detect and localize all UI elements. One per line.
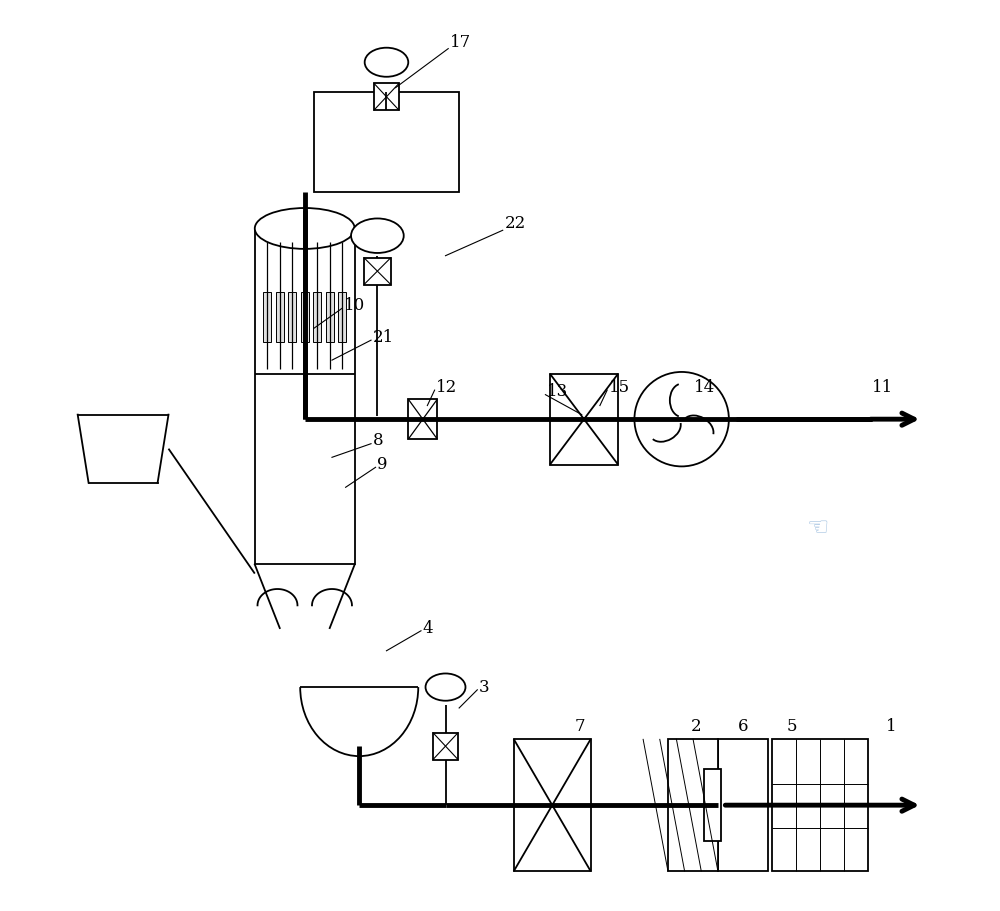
Bar [433, 732, 458, 760]
Bar [263, 292, 271, 342]
Text: 17: 17 [450, 34, 471, 51]
Circle shape [634, 372, 729, 466]
Bar [364, 258, 391, 285]
Bar [313, 292, 321, 342]
Text: 4: 4 [423, 619, 433, 637]
Bar [374, 83, 399, 110]
Text: ☜: ☜ [807, 517, 829, 540]
Bar [772, 739, 868, 872]
Ellipse shape [365, 47, 408, 77]
Text: 12: 12 [436, 379, 458, 396]
Text: 15: 15 [609, 379, 630, 396]
Text: 6: 6 [738, 718, 748, 734]
Text: 10: 10 [344, 297, 365, 314]
Bar [338, 292, 346, 342]
Text: 2: 2 [691, 718, 701, 734]
Bar [314, 92, 459, 192]
Ellipse shape [351, 219, 404, 253]
Bar [408, 399, 437, 439]
Ellipse shape [426, 673, 465, 701]
Bar [301, 292, 309, 342]
Bar [668, 739, 718, 872]
Bar [514, 739, 591, 872]
Bar [704, 769, 721, 842]
Text: 1: 1 [886, 718, 897, 734]
Text: 5: 5 [787, 718, 797, 734]
Text: 13: 13 [547, 384, 568, 401]
Bar [550, 374, 618, 465]
Text: 21: 21 [373, 329, 394, 346]
Bar [276, 292, 284, 342]
Bar [288, 292, 296, 342]
Bar [255, 229, 355, 565]
Bar [326, 292, 334, 342]
Text: 11: 11 [872, 379, 894, 396]
Ellipse shape [255, 208, 355, 249]
Text: 14: 14 [693, 379, 715, 396]
Text: 3: 3 [479, 679, 490, 696]
Text: 7: 7 [574, 718, 585, 734]
Bar [718, 739, 768, 872]
Text: 9: 9 [377, 456, 388, 473]
Text: 22: 22 [505, 215, 526, 232]
Text: 8: 8 [373, 432, 383, 448]
